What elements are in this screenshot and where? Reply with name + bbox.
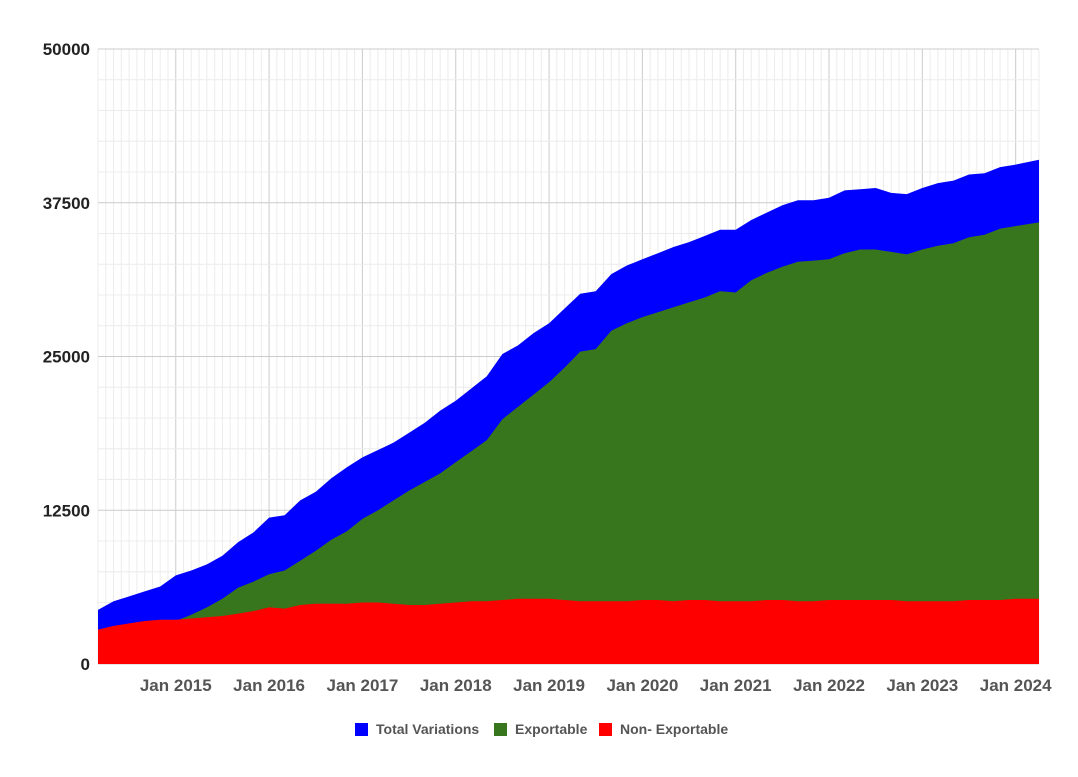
y-axis-ticks: 0 12500 25000 37500 50000 xyxy=(43,40,90,674)
x-tick-label: Jan 2017 xyxy=(326,676,398,695)
legend-swatch xyxy=(599,723,612,736)
y-tick-label: 50000 xyxy=(43,40,90,59)
area-series-non-exportable xyxy=(98,598,1039,664)
legend-label: Exportable xyxy=(515,721,588,737)
y-tick-label: 12500 xyxy=(43,501,90,520)
x-tick-label: Jan 2016 xyxy=(233,676,305,695)
legend-item: Non- Exportable xyxy=(599,721,728,737)
legend-item: Total Variations xyxy=(355,721,479,737)
x-tick-label: Jan 2023 xyxy=(886,676,958,695)
legend-label: Non- Exportable xyxy=(620,721,728,737)
legend-label: Total Variations xyxy=(376,721,479,737)
legend: Total Variations Exportable Non- Exportabl… xyxy=(355,721,728,737)
x-tick-label: Jan 2020 xyxy=(606,676,678,695)
x-tick-label: Jan 2019 xyxy=(513,676,585,695)
y-tick-label: 25000 xyxy=(43,348,90,367)
area-series-exportable xyxy=(98,222,1039,664)
x-axis-ticks: Jan 2015 Jan 2016 Jan 2017 Jan 2018 Jan 2019… xyxy=(140,676,1052,695)
x-tick-label: Jan 2022 xyxy=(793,676,865,695)
y-tick-label: 0 xyxy=(81,655,90,674)
x-tick-label: Jan 2015 xyxy=(140,676,212,695)
legend-swatch xyxy=(355,723,368,736)
plot-areas xyxy=(98,159,1039,664)
legend-swatch xyxy=(494,723,507,736)
y-tick-label: 37500 xyxy=(43,194,90,213)
x-tick-label: Jan 2021 xyxy=(700,676,772,695)
x-tick-label: Jan 2018 xyxy=(420,676,492,695)
legend-item: Exportable xyxy=(494,721,588,737)
x-tick-label: Jan 2024 xyxy=(980,676,1052,695)
